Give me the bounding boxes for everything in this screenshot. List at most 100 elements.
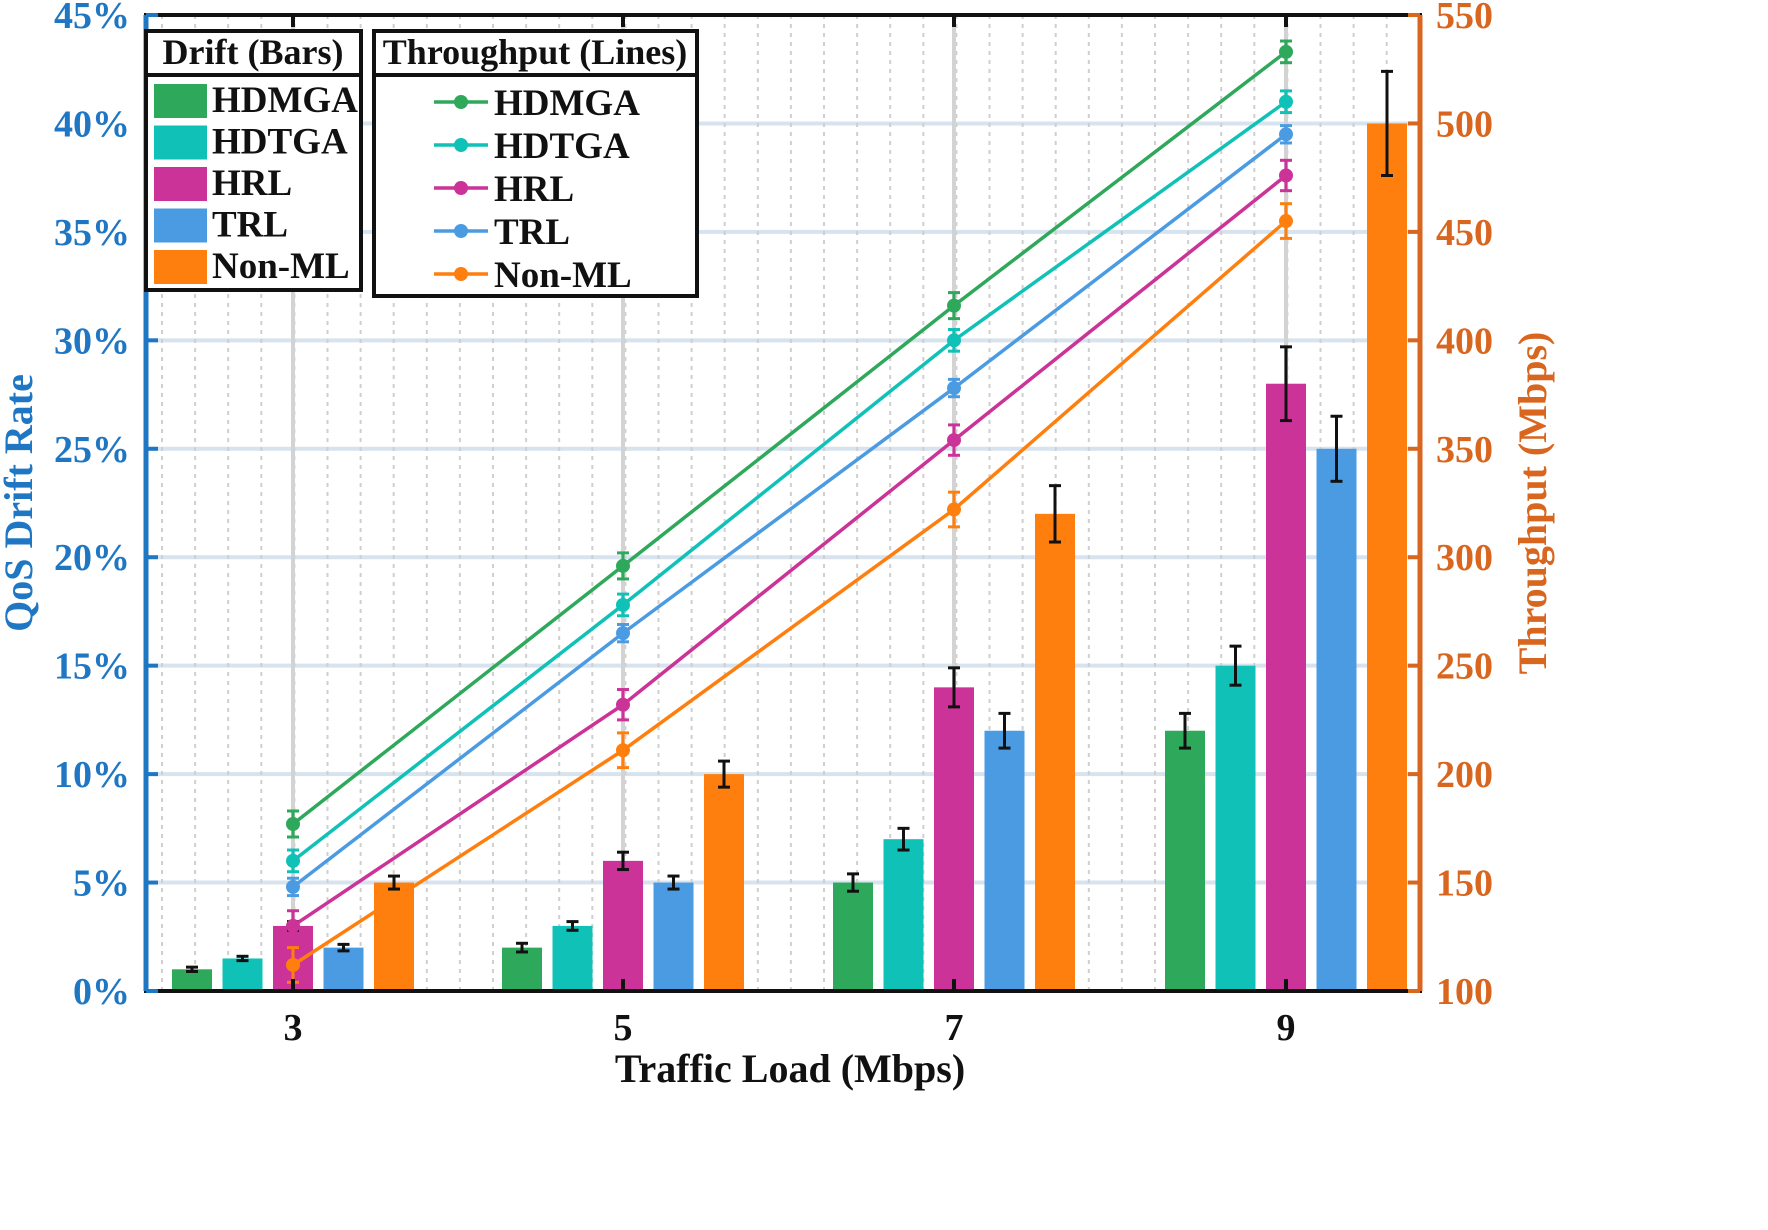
bar-non-ml [1035,513,1075,991]
bar-trl [323,947,364,991]
y-left-tick-label: 30% [54,320,130,362]
bar-non-ml [704,774,744,991]
x-tick-label: 9 [1277,1007,1296,1049]
line-point-hrl [616,697,630,712]
x-tick-label: 5 [614,1007,633,1049]
legend-line-label: HDMGA [494,83,640,124]
ticks: 0% 5% 10% 15% 20% 25% 30% 35% 40% 45% 100 150 200 250… [54,0,1493,1049]
line-trl [291,132,1288,889]
line-point-hrl [947,433,961,448]
line-point-hdmga [616,558,630,573]
y-right-tick-label: 350 [1436,429,1493,471]
bar-hdtga [222,958,263,991]
legend-bar-label: TRL [212,205,288,246]
line-point-hdmga [286,816,300,831]
legend-bar-swatch-trl [154,208,207,243]
line-hdtga [291,100,1288,863]
line-point-hdmga [947,298,961,313]
legend-lines: Throughput (Lines) HDMGAHDTGAHRLTRLNon-M… [372,29,699,298]
legend-lines-title-box [372,29,699,77]
line-point-non-ml [286,957,300,972]
legend-line-label: TRL [494,212,570,253]
bar-hdmga [833,882,873,991]
line-point-trl [1279,127,1293,142]
y-left-tick-label: 10% [54,754,130,796]
legend-bar-label: HRL [212,163,292,204]
bar-trl [1316,448,1357,991]
y-right-tick-label: 100 [1436,971,1493,1013]
legend-bar-swatch-hdtga [154,125,207,160]
legend-bar-swatch-hrl [154,167,207,201]
legend-bar-label: HDMGA [212,80,358,121]
line-hdmga [291,50,1288,826]
bar-hrl [603,860,643,991]
bars [172,69,1407,991]
legend-line-marker [454,267,468,281]
line-point-hdmga [1279,44,1293,59]
bar-hdmga [1165,730,1205,991]
y-left-axis-title: QoS Drift Rate [0,374,41,632]
legend-bars-title: Drift (Bars) [163,32,344,72]
bar-trl [653,882,694,991]
legend-bars-title-box [144,29,363,77]
bar-hdmga [172,969,212,991]
y-right-tick-label: 200 [1436,754,1493,796]
legend-line-label: Non-ML [494,255,632,296]
bar-hdtga [883,839,924,991]
line-point-trl [616,626,630,641]
legend-lines-box [372,73,699,298]
bar-non-ml [1367,123,1407,991]
line-point-hrl [286,918,300,933]
line-point-non-ml [947,502,961,517]
bar-trl [984,730,1025,991]
y-right-tick-label: 150 [1436,863,1493,905]
line-point-hdtga [1279,94,1293,109]
line-point-hdtga [616,597,630,612]
y-left-tick-label: 0% [73,971,130,1013]
x-tick-label: 3 [284,1007,303,1049]
throughput-lines [286,39,1293,984]
line-point-trl [286,879,300,894]
line-point-trl [947,381,961,396]
line-point-hdtga [286,853,300,868]
y-right-tick-label: 250 [1436,646,1493,688]
bar-hdtga [1215,665,1256,991]
legend-line-marker [454,181,468,195]
legend-line-marker [454,138,468,152]
line-point-non-ml [1279,214,1293,229]
y-left-tick-label: 15% [54,646,130,688]
line-point-hrl [1279,168,1293,183]
y-right-tick-label: 300 [1436,537,1493,579]
y-right-tick-label: 550 [1436,0,1493,37]
legend-bar-label: Non-ML [212,246,350,287]
legend-line-marker [454,95,468,109]
x-tick-label: 7 [945,1007,964,1049]
y-left-tick-label: 45% [54,0,130,37]
y-right-tick-label: 450 [1436,212,1493,254]
legend-line-label: HRL [494,169,574,210]
legend-lines-title: Throughput (Lines) [383,32,687,72]
x-axis-title: Traffic Load (Mbps) [615,1046,965,1091]
legend-bar-swatch-non-ml [154,250,207,284]
bar-hdmga [502,947,542,991]
line-point-non-ml [616,743,630,758]
legend-line-label: HDTGA [494,126,630,167]
y-left-tick-label: 35% [54,212,130,254]
bar-hrl [934,687,974,991]
bar-hrl [1266,383,1306,991]
bar-hdtga [552,925,593,991]
y-left-tick-label: 20% [54,537,130,579]
y-left-tick-label: 40% [54,103,130,145]
line-non-ml [292,219,1288,967]
legend-line-marker [454,224,468,238]
line-point-hdtga [947,333,961,348]
y-right-axis-title: Throughput (Mbps) [1510,332,1555,675]
line-hrl [292,174,1288,928]
y-right-tick-label: 400 [1436,320,1493,362]
legend-bar-swatch-hdmga [154,84,207,118]
y-right-tick-label: 500 [1436,103,1493,145]
